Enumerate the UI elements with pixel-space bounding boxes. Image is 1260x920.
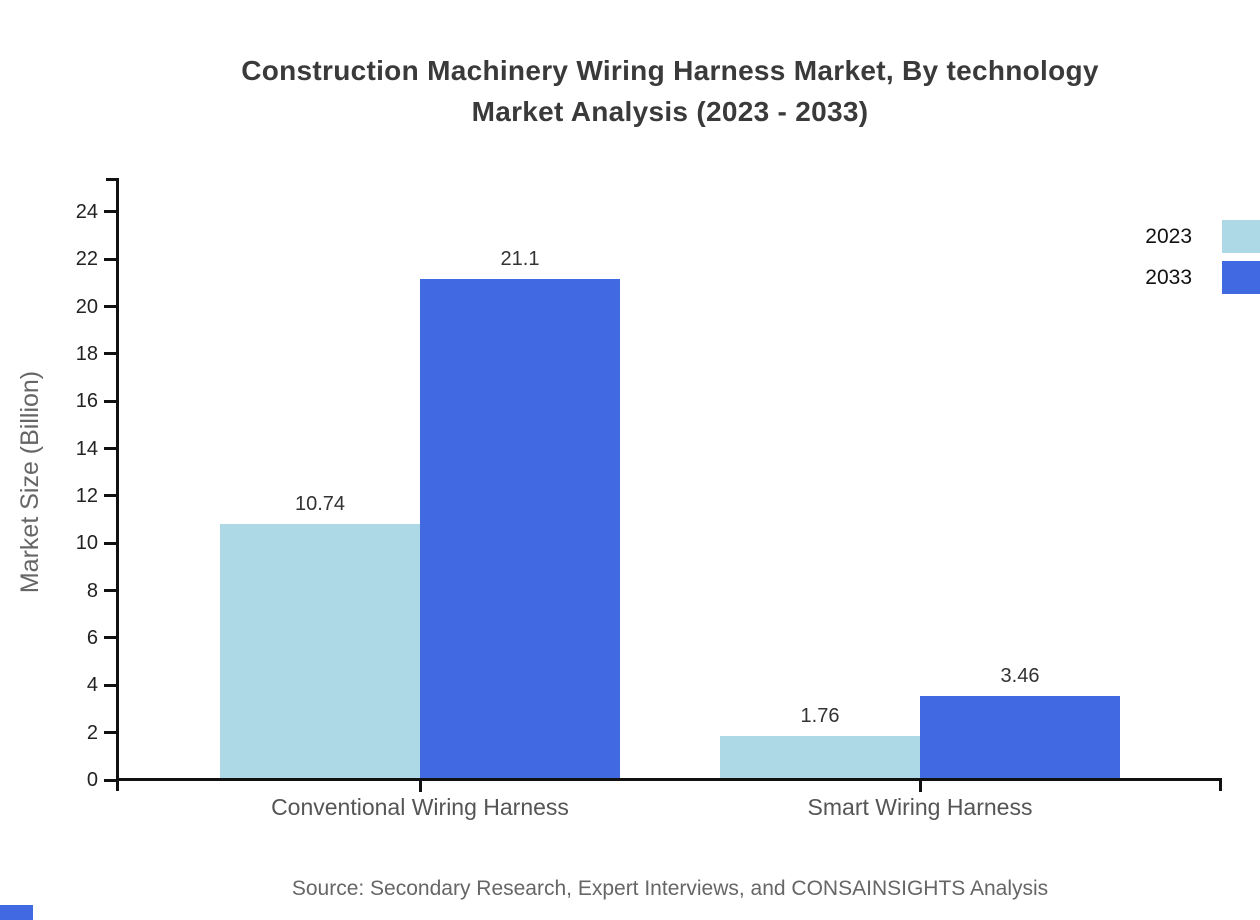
y-tick: [104, 305, 116, 309]
x-axis-end-tick: [1219, 780, 1222, 791]
x-category-tick: [918, 780, 922, 792]
bar-value-label: 10.74: [294, 492, 346, 515]
y-tick: [104, 589, 116, 593]
y-tick-label: 14: [75, 437, 98, 460]
legend-label-2033: 2033: [1145, 266, 1192, 289]
x-axis-line: [116, 778, 1222, 781]
y-tick-label: 16: [75, 390, 98, 413]
y-tick-label: 24: [75, 200, 98, 223]
bar-value-label: 21.1: [500, 247, 540, 270]
y-tick: [104, 541, 116, 545]
y-tick: [104, 731, 116, 735]
bar-2033: [920, 696, 1120, 778]
bar-2023: [720, 736, 920, 778]
y-tick-label: 22: [75, 248, 98, 271]
y-tick: [104, 210, 116, 214]
y-axis-end-tick: [106, 178, 116, 181]
y-tick-label: 20: [75, 295, 98, 318]
x-category-tick: [418, 780, 422, 792]
brand-corner-mark: [0, 905, 33, 920]
y-tick: [104, 447, 116, 451]
chart-title-line2: Market Analysis (2023 - 2033): [471, 96, 869, 127]
bar-2033: [420, 278, 620, 778]
y-tick-label: 8: [86, 579, 98, 602]
legend-swatch-2023: [1222, 220, 1260, 253]
y-tick: [104, 636, 116, 640]
y-tick-label: 4: [86, 674, 98, 697]
y-tick: [104, 352, 116, 356]
bar-2023: [220, 523, 420, 778]
bar-value-label: 1.76: [800, 705, 840, 728]
x-category-label: Smart Wiring Harness: [807, 794, 1033, 820]
y-tick: [104, 257, 116, 261]
y-tick-label: 6: [86, 626, 98, 649]
bar-value-label: 3.46: [1000, 665, 1040, 688]
y-tick-label: 0: [86, 769, 98, 791]
y-tick-label: 12: [75, 484, 98, 507]
chart-title-line1: Construction Machinery Wiring Harness Ma…: [241, 55, 1099, 86]
y-tick: [104, 683, 116, 687]
y-tick: [104, 494, 116, 498]
y-tick-label: 18: [75, 342, 98, 365]
y-tick-label: 10: [75, 532, 98, 555]
chart-title: Construction Machinery Wiring Harness Ma…: [118, 50, 1222, 132]
source-note: Source: Secondary Research, Expert Inter…: [291, 877, 1049, 900]
y-axis-line: [116, 178, 119, 791]
y-tick: [104, 399, 116, 403]
x-category-label: Conventional Wiring Harness: [271, 794, 569, 820]
y-tick-label: 2: [86, 721, 98, 744]
y-tick: [104, 778, 116, 782]
legend-swatch-2033: [1222, 261, 1260, 294]
legend-label-2023: 2023: [1145, 225, 1192, 248]
